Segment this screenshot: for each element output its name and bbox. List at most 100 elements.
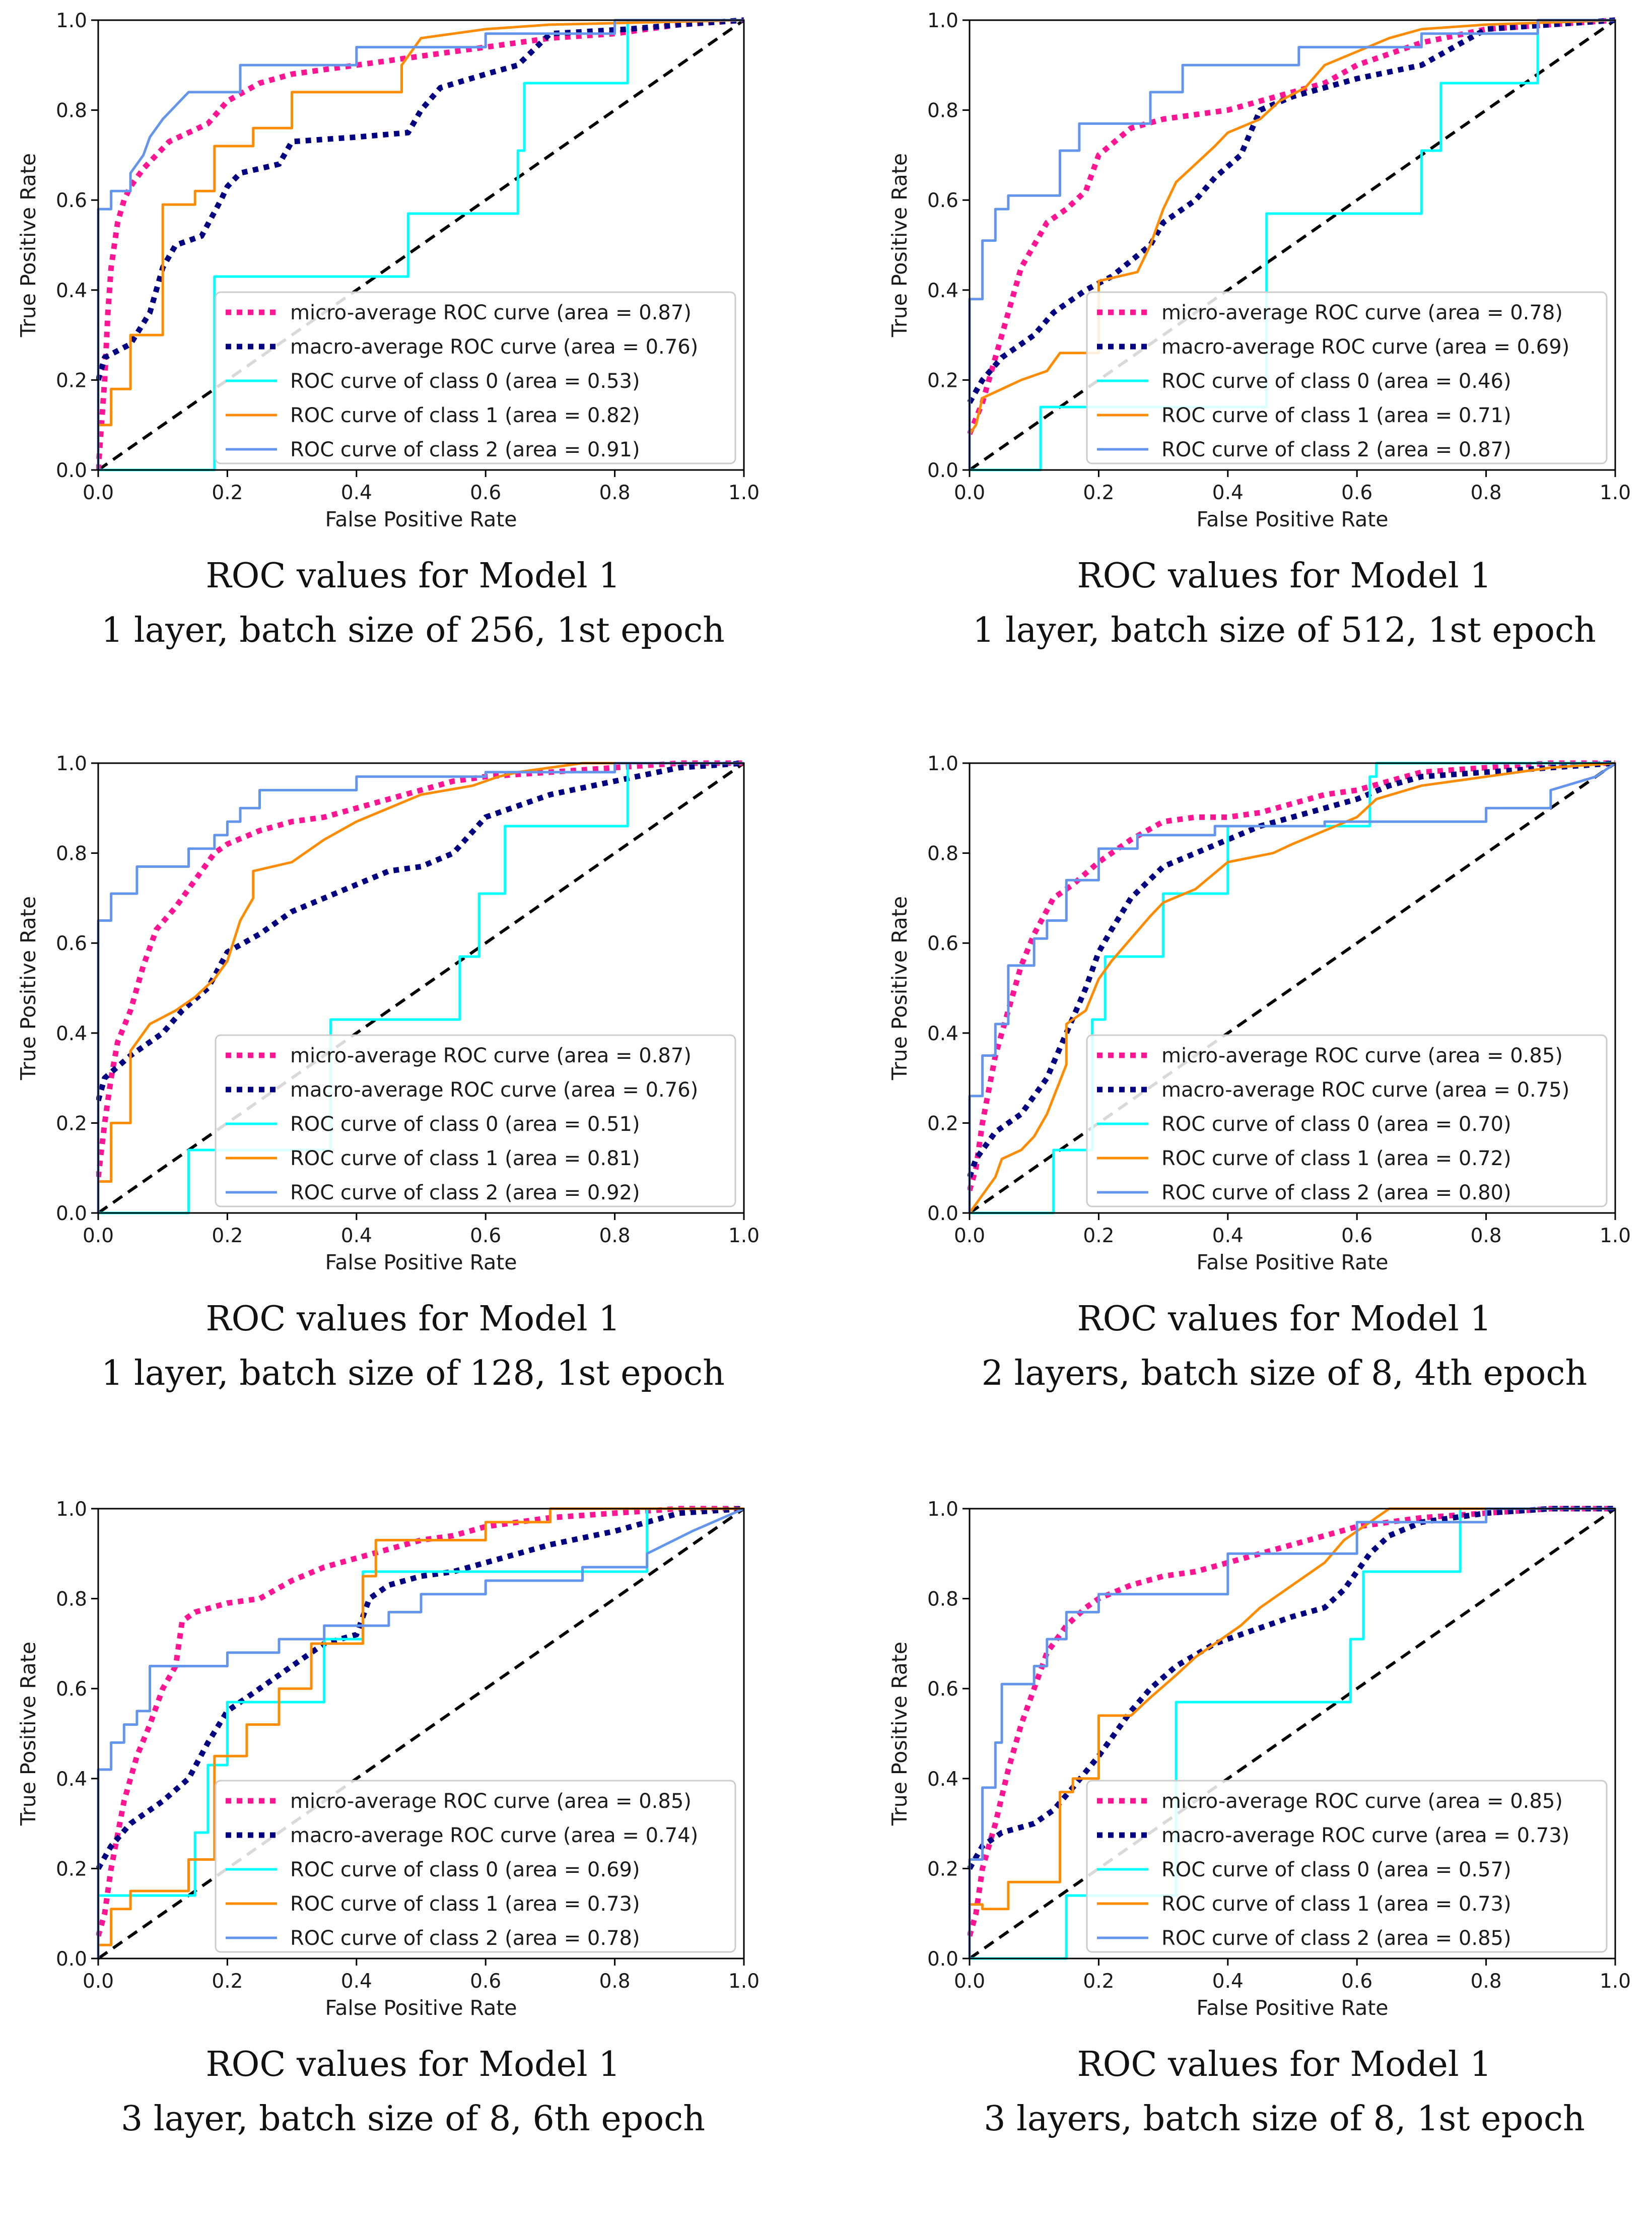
legend: micro-average ROC curve (area = 0.87) mac…: [215, 1034, 736, 1207]
x-axis-ticks: 0.0 0.2 0.4 0.6 0.8 1.0: [83, 470, 760, 504]
legend-entry: micro-average ROC curve (area = 0.85): [1161, 1044, 1563, 1067]
y-axis-ticks: 0.0 0.2 0.4 0.6 0.8 1.0: [56, 753, 98, 1225]
x-axis-label: False Positive Rate: [325, 1996, 517, 2020]
series-line-3: [968, 762, 1616, 1214]
legend-entry: ROC curve of class 0 (area = 0.46): [1161, 370, 1511, 393]
x-tick-label: 0.0: [954, 1225, 985, 1247]
legend-entry: ROC curve of class 1 (area = 0.71): [1161, 404, 1511, 427]
series-line-1: [968, 1506, 1615, 1870]
x-tick-label: 0.2: [1083, 1225, 1114, 1247]
chart-panel-3: 0.0 0.2 0.4 0.6 0.8 1.0 0.0 0.2 0.4 0.6 0.8 1.0 Fals…: [0, 743, 826, 1483]
y-tick-label: 0.0: [927, 1202, 958, 1225]
chance-diagonal-line: [97, 1507, 745, 1960]
plot-frame: [97, 19, 745, 471]
y-tick-label: 0.6: [927, 189, 958, 212]
legend-entry: ROC curve of class 1 (area = 0.82): [290, 404, 640, 427]
x-tick-label: 0.2: [1083, 482, 1114, 504]
y-tick-label: 0.2: [56, 369, 87, 392]
plot-frame: [97, 1508, 745, 1960]
legend-entry: micro-average ROC curve (area = 0.85): [1161, 1790, 1563, 1813]
x-tick-label: 0.8: [1471, 1225, 1502, 1247]
series-line-3: [970, 1507, 1615, 1911]
y-tick-label: 0.2: [927, 1112, 958, 1135]
y-axis-ticks: 0.0 0.2 0.4 0.6 0.8 1.0: [56, 10, 98, 482]
series-line-3: [98, 19, 744, 427]
chance-diagonal-line: [969, 19, 1616, 471]
chance-diagonal-line: [97, 19, 745, 471]
x-tick-label: 0.6: [470, 482, 501, 504]
x-tick-label: 0.0: [83, 1225, 114, 1247]
y-tick-label: 0.2: [927, 1858, 958, 1880]
chart-panel-1: 0.0 0.2 0.4 0.6 0.8 1.0 0.0 0.2 0.4 0.6 0.8 1.0 Fals…: [0, 0, 826, 740]
legend-entry: ROC curve of class 1 (area = 0.73): [290, 1893, 640, 1916]
caption-subtitle: 1 layer, batch size of 512, 1st epoch: [973, 611, 1596, 650]
x-tick-label: 0.8: [599, 1970, 631, 1993]
y-tick-label: 0.8: [56, 100, 87, 122]
x-tick-label: 0.8: [1471, 1970, 1502, 1993]
y-tick-label: 0.6: [56, 932, 87, 955]
x-tick-label: 0.2: [1083, 1970, 1114, 1993]
y-axis-label: True Positive Rate: [887, 1642, 912, 1826]
y-axis-label: True Positive Rate: [16, 153, 40, 337]
y-axis-label: True Positive Rate: [887, 896, 912, 1080]
legend-entry: macro-average ROC curve (area = 0.73): [1161, 1824, 1569, 1847]
legend-entry: macro-average ROC curve (area = 0.74): [290, 1824, 698, 1847]
series-line-4: [968, 762, 1616, 1213]
x-axis-label: False Positive Rate: [325, 1250, 517, 1274]
y-tick-label: 1.0: [56, 753, 87, 775]
x-axis-ticks: 0.0 0.2 0.4 0.6 0.8 1.0: [954, 470, 1631, 504]
y-axis-label: True Positive Rate: [887, 153, 912, 337]
caption-subtitle: 1 layer, batch size of 256, 1st epoch: [101, 611, 725, 650]
plot-frame: [969, 1508, 1616, 1960]
legend-entry: ROC curve of class 0 (area = 0.57): [1161, 1858, 1511, 1881]
series-line-1: [968, 760, 1616, 1178]
roc-chart-6: 0.0 0.2 0.4 0.6 0.8 1.0 0.0 0.2 0.4 0.6 0.8 1.0 Fals…: [887, 1498, 1631, 2020]
legend: micro-average ROC curve (area = 0.85) mac…: [1086, 1034, 1608, 1207]
x-tick-label: 0.2: [212, 482, 243, 504]
y-tick-label: 0.4: [927, 1023, 958, 1045]
legend-entry: micro-average ROC curve (area = 0.87): [290, 1044, 692, 1067]
x-tick-label: 0.4: [341, 1225, 372, 1247]
legend-entry: ROC curve of class 2 (area = 0.78): [290, 1927, 640, 1950]
series-line-2: [970, 1507, 1615, 1960]
x-tick-label: 1.0: [1600, 482, 1631, 504]
x-tick-label: 0.6: [1341, 1225, 1372, 1247]
y-tick-label: 0.8: [927, 1588, 958, 1611]
legend: micro-average ROC curve (area = 0.78) mac…: [1086, 291, 1608, 464]
plot-frame: [969, 762, 1616, 1214]
y-tick-label: 0.6: [927, 932, 958, 955]
caption-subtitle: 3 layers, batch size of 8, 1st epoch: [984, 2099, 1585, 2139]
series-line-4: [968, 19, 1615, 470]
legend-entry: ROC curve of class 2 (area = 0.91): [290, 438, 640, 461]
caption-6: ROC values for Model 1 3 layers, batch s…: [871, 2038, 1652, 2146]
x-tick-label: 0.0: [83, 1970, 114, 1993]
caption-subtitle: 2 layers, batch size of 8, 4th epoch: [981, 1354, 1588, 1393]
x-tick-label: 0.8: [599, 482, 631, 504]
x-axis-ticks: 0.0 0.2 0.4 0.6 0.8 1.0: [83, 1958, 760, 1993]
caption-title: ROC values for Model 1: [205, 1299, 621, 1339]
chart-panel-5: 0.0 0.2 0.4 0.6 0.8 1.0 0.0 0.2 0.4 0.6 0.8 1.0 Fals…: [0, 1489, 826, 2229]
chance-diagonal-line: [969, 762, 1616, 1214]
y-tick-label: 0.8: [927, 843, 958, 865]
legend-box: [1086, 1780, 1608, 1953]
y-tick-label: 1.0: [56, 1498, 87, 1521]
legend: micro-average ROC curve (area = 0.85) mac…: [1086, 1780, 1608, 1953]
roc-chart-1: 0.0 0.2 0.4 0.6 0.8 1.0 0.0 0.2 0.4 0.6 0.8 1.0 Fals…: [16, 10, 760, 531]
series-line-4: [97, 1507, 744, 1958]
y-axis-label: True Positive Rate: [16, 1642, 40, 1826]
series-line-0: [96, 17, 744, 470]
caption-subtitle: 3 layer, batch size of 8, 6th epoch: [120, 2099, 706, 2139]
legend-entry: micro-average ROC curve (area = 0.78): [1161, 301, 1563, 324]
legend: micro-average ROC curve (area = 0.87) mac…: [215, 291, 736, 464]
series-line-1: [96, 17, 744, 381]
y-tick-label: 0.6: [927, 1678, 958, 1701]
roc-chart-3: 0.0 0.2 0.4 0.6 0.8 1.0 0.0 0.2 0.4 0.6 0.8 1.0 Fals…: [16, 753, 760, 1274]
y-tick-label: 0.6: [56, 189, 87, 212]
y-tick-label: 1.0: [927, 753, 958, 775]
legend-entry: ROC curve of class 0 (area = 0.69): [290, 1858, 640, 1881]
legend-entry: macro-average ROC curve (area = 0.76): [290, 1078, 698, 1102]
x-tick-label: 1.0: [1600, 1225, 1631, 1247]
y-tick-label: 0.0: [56, 1948, 87, 1971]
series-line-2: [98, 762, 744, 1214]
legend-entry: micro-average ROC curve (area = 0.87): [290, 301, 692, 324]
